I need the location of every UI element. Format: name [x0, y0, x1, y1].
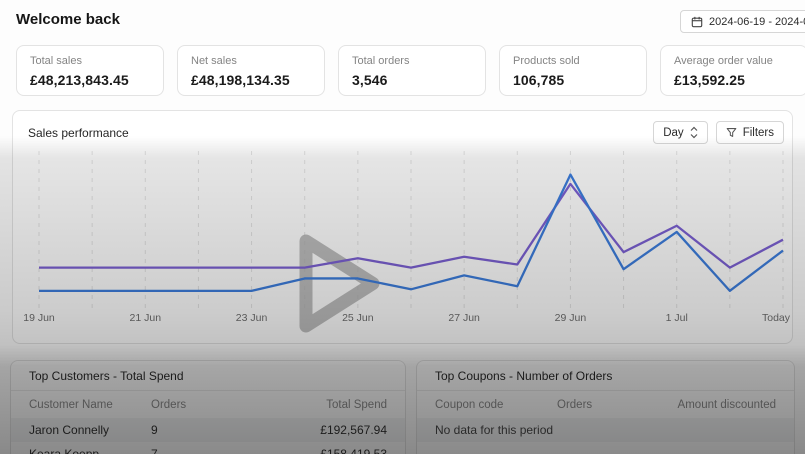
x-axis-label: 29 Jun [554, 312, 587, 324]
stat-card: Products sold 106,785 [499, 45, 647, 96]
stat-value: £48,198,134.35 [191, 72, 290, 88]
stats-row: Total sales £48,213,843.45 Net sales £48,19… [16, 45, 805, 96]
stat-card: Total sales £48,213,843.45 [16, 45, 164, 96]
chart-controls: Day Filters [653, 121, 784, 144]
top-customers-body: Jaron Connelly 9 £192,567.94 Keara Koepp 7 £1… [11, 418, 405, 454]
x-axis-label: 27 Jun [448, 312, 480, 324]
filters-button-label: Filters [742, 126, 774, 139]
x-axis-label: Today [761, 312, 791, 324]
stat-label: Total sales [30, 55, 82, 67]
table-cell: £158,419.53 [320, 447, 387, 454]
table-cell: 7 [151, 447, 158, 454]
table-row[interactable]: Keara Koepp 7 £158,419.53 [11, 442, 405, 454]
column-header: Orders [557, 398, 593, 411]
top-customers-title: Top Customers - Total Spend [11, 361, 405, 391]
interval-select-value: Day [663, 126, 684, 139]
stat-value: £48,213,843.45 [30, 72, 129, 88]
top-coupons-panel: Top Coupons - Number of Orders Coupon co… [416, 360, 795, 454]
stat-label: Products sold [513, 55, 580, 67]
top-customers-header-row: Customer Name Orders Total Spend [11, 391, 405, 418]
top-coupons-empty-message: No data for this period [417, 418, 794, 442]
column-header: Total Spend [326, 398, 387, 411]
top-coupons-title: Top Coupons - Number of Orders [417, 361, 794, 391]
stat-value: 3,546 [352, 72, 388, 88]
interval-select[interactable]: Day [653, 121, 708, 144]
stat-value: £13,592.25 [674, 72, 746, 88]
column-header: Customer Name [29, 398, 113, 411]
chart-series-lines [39, 173, 784, 293]
stat-label: Net sales [191, 55, 237, 67]
table-cell: 9 [151, 423, 158, 437]
date-range-picker[interactable]: 2024-06-19 - 2024-07-03 [680, 10, 805, 33]
chart-gridlines [38, 151, 784, 311]
stat-label: Total orders [352, 55, 410, 67]
top-coupons-header-row: Coupon code Orders Amount discounted [417, 391, 794, 418]
stat-value: 106,785 [513, 72, 565, 88]
select-chevrons-icon [690, 126, 698, 139]
sales-performance-panel: Sales performance Day Filters 19 Jun 21 [12, 110, 793, 344]
date-range-label: 2024-06-19 - 2024-07-03 [709, 15, 805, 28]
x-axis-label: 21 Jun [129, 312, 162, 324]
stat-card: Average order value £13,592.25 [660, 45, 805, 96]
x-axis-label: 19 Jun [23, 312, 55, 324]
stat-card: Net sales £48,198,134.35 [177, 45, 325, 96]
calendar-icon [691, 16, 703, 27]
table-cell: Keara Koepp [29, 447, 100, 454]
x-axis-label: 1 Jul [665, 312, 688, 324]
chart-x-axis-labels: 19 Jun 21 Jun 23 Jun 25 Jun 27 Jun 29 Jun 1 Ju… [13, 312, 794, 326]
x-axis-label: 23 Jun [235, 312, 268, 324]
x-axis-label: 25 Jun [342, 312, 374, 324]
filter-funnel-icon [726, 128, 737, 137]
stat-card: Total orders 3,546 [338, 45, 486, 96]
chart-line-series-purple [39, 182, 784, 269]
stat-label: Average order value [674, 55, 773, 67]
table-row[interactable]: Jaron Connelly 9 £192,567.94 [11, 418, 405, 442]
filters-button[interactable]: Filters [715, 121, 784, 144]
top-customers-panel: Top Customers - Total Spend Customer Nam… [10, 360, 406, 454]
table-cell: Jaron Connelly [29, 423, 110, 437]
column-header: Coupon code [435, 398, 504, 411]
column-header: Amount discounted [677, 398, 776, 411]
column-header: Orders [151, 398, 187, 411]
sales-line-chart[interactable] [13, 141, 794, 341]
page-title: Welcome back [16, 11, 120, 28]
chart-line-series-blue [39, 173, 784, 293]
table-cell: £192,567.94 [320, 423, 387, 437]
chart-title: Sales performance [28, 126, 129, 140]
